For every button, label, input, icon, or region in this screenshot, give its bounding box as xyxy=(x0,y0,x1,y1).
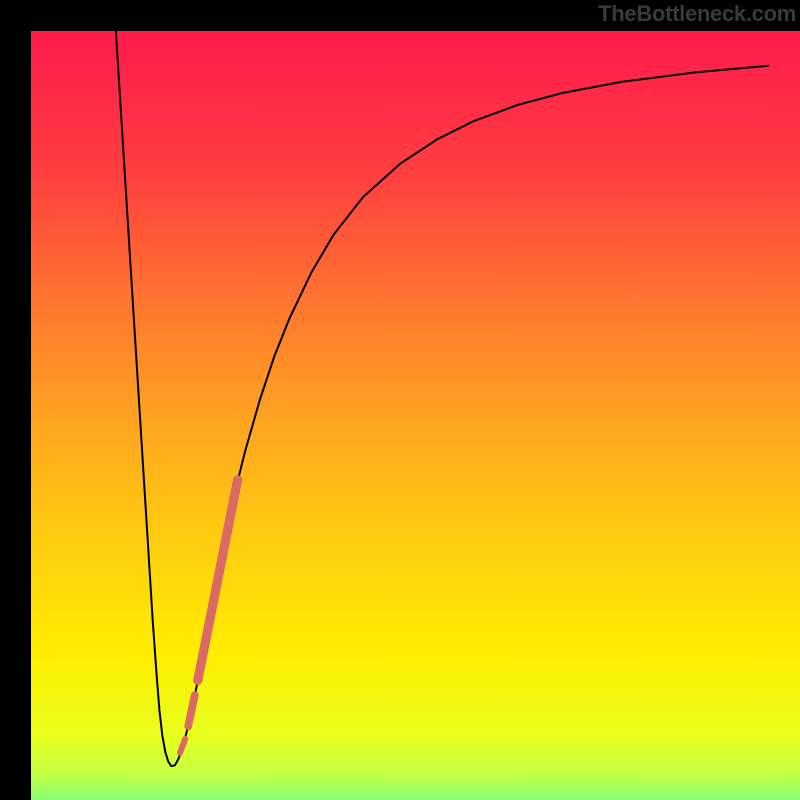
chart-frame: TheBottleneck.com xyxy=(0,0,800,800)
attribution-label: TheBottleneck.com xyxy=(598,1,796,27)
plot-area xyxy=(31,31,800,800)
chart-svg xyxy=(0,0,800,800)
